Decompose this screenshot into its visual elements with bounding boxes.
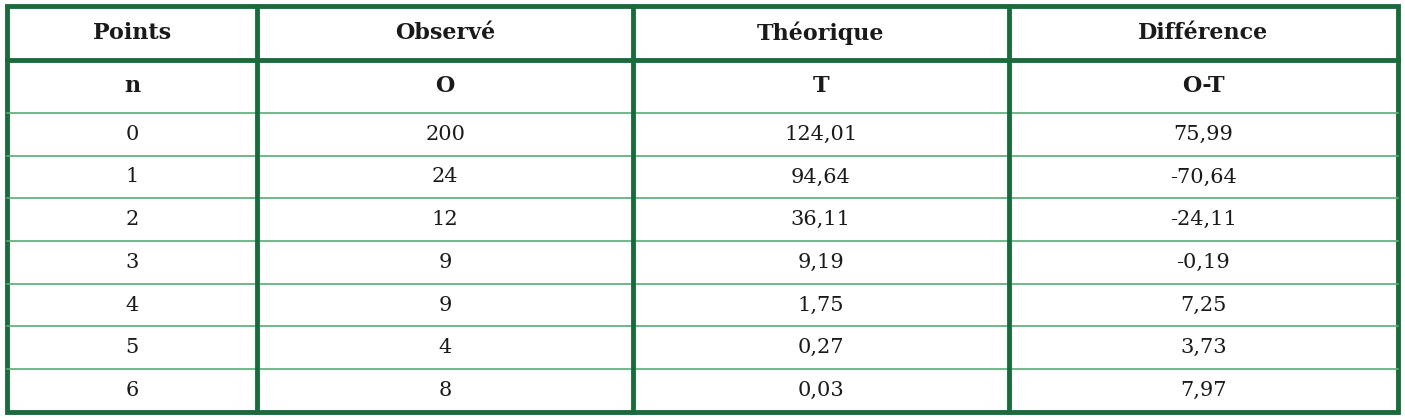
Text: 0,03: 0,03 xyxy=(798,381,844,400)
Text: 4: 4 xyxy=(125,296,139,314)
Text: 3: 3 xyxy=(125,253,139,272)
Text: 9: 9 xyxy=(438,253,452,272)
Text: 2: 2 xyxy=(125,210,139,229)
Text: Observé: Observé xyxy=(395,22,496,44)
Text: T: T xyxy=(812,75,829,97)
Text: Différence: Différence xyxy=(1138,22,1269,44)
Text: O: O xyxy=(436,75,455,97)
Text: 4: 4 xyxy=(438,338,452,357)
Text: 24: 24 xyxy=(431,168,458,186)
Text: 7,97: 7,97 xyxy=(1180,381,1227,400)
Text: 8: 8 xyxy=(438,381,452,400)
Text: -0,19: -0,19 xyxy=(1176,253,1231,272)
Text: 0,27: 0,27 xyxy=(798,338,844,357)
Text: 200: 200 xyxy=(426,125,465,144)
Text: 0: 0 xyxy=(125,125,139,144)
Text: 9,19: 9,19 xyxy=(798,253,844,272)
Text: 3,73: 3,73 xyxy=(1180,338,1227,357)
Text: 94,64: 94,64 xyxy=(791,168,850,186)
Text: 6: 6 xyxy=(125,381,139,400)
Text: -70,64: -70,64 xyxy=(1170,168,1236,186)
Text: 9: 9 xyxy=(438,296,452,314)
Text: 124,01: 124,01 xyxy=(784,125,857,144)
Text: 5: 5 xyxy=(125,338,139,357)
Text: Points: Points xyxy=(93,22,171,44)
Text: n: n xyxy=(124,75,140,97)
Text: 12: 12 xyxy=(431,210,458,229)
Text: 7,25: 7,25 xyxy=(1180,296,1227,314)
Text: -24,11: -24,11 xyxy=(1170,210,1236,229)
Text: Théorique: Théorique xyxy=(757,21,885,45)
Text: 75,99: 75,99 xyxy=(1173,125,1234,144)
Text: 1,75: 1,75 xyxy=(798,296,844,314)
Text: 36,11: 36,11 xyxy=(791,210,851,229)
Text: O-T: O-T xyxy=(1182,75,1225,97)
Text: 1: 1 xyxy=(125,168,139,186)
